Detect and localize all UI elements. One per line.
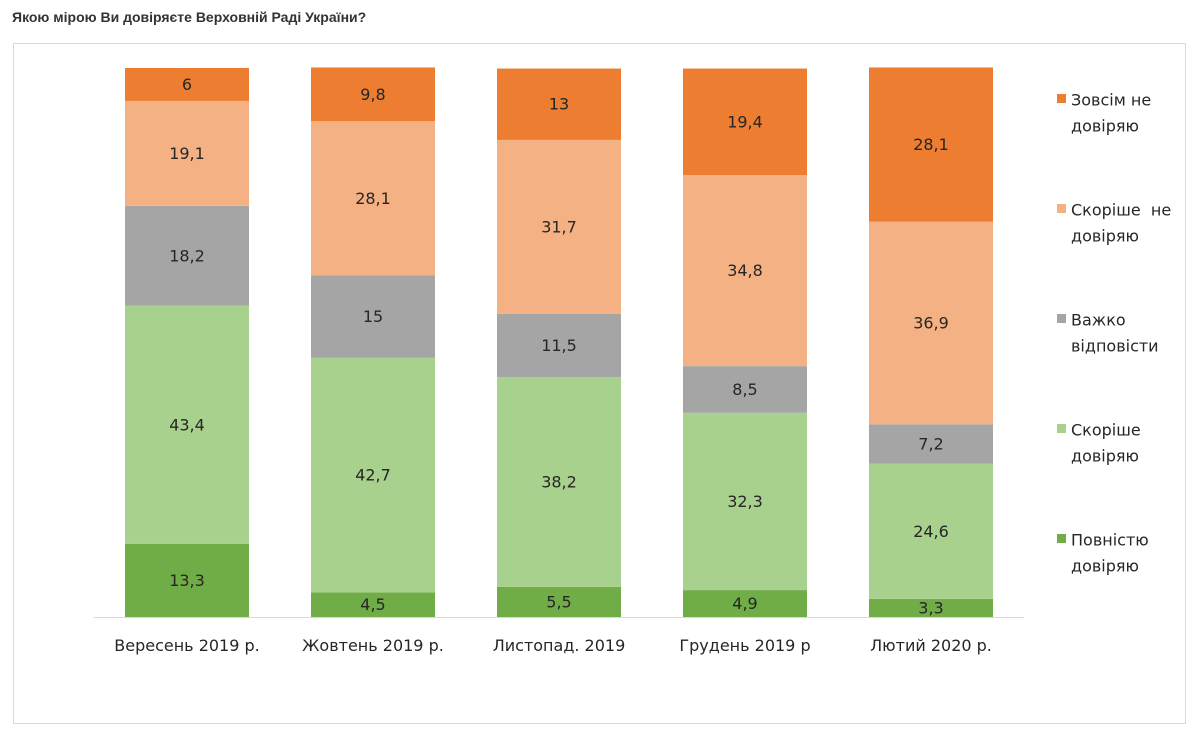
data-label: 13,3 bbox=[169, 571, 205, 590]
legend-swatch bbox=[1057, 204, 1066, 213]
category-label: Листопад. 2019 bbox=[493, 636, 626, 655]
legend-label: довіряю bbox=[1071, 117, 1139, 136]
data-label: 43,4 bbox=[169, 415, 205, 434]
bar-segment bbox=[311, 357, 435, 593]
data-label: 11,5 bbox=[541, 336, 577, 355]
bar-segment bbox=[311, 121, 435, 276]
data-label: 4,9 bbox=[732, 594, 757, 613]
legend-swatch bbox=[1057, 534, 1066, 543]
bar-segment bbox=[497, 586, 621, 617]
bar-segment bbox=[311, 592, 435, 617]
legend-label: Зовсім не bbox=[1071, 91, 1151, 110]
bar-segment bbox=[869, 67, 993, 222]
bar-segment bbox=[683, 412, 807, 591]
data-label: 28,1 bbox=[913, 135, 949, 154]
bar-segment bbox=[869, 598, 993, 617]
bar-segment bbox=[125, 305, 249, 544]
chart-title: Якою мірою Ви довіряєте Верховній Раді У… bbox=[12, 9, 367, 25]
bar-segment bbox=[683, 366, 807, 413]
category-label: Лютий 2020 р. bbox=[870, 636, 992, 655]
bar-segment bbox=[125, 205, 249, 306]
data-label: 6 bbox=[182, 75, 192, 94]
bar-segment bbox=[125, 68, 249, 101]
legend-label: Повністю bbox=[1071, 531, 1149, 550]
data-label: 4,5 bbox=[360, 595, 385, 614]
bar-segment bbox=[683, 590, 807, 617]
data-label: 34,8 bbox=[727, 261, 763, 280]
data-label: 31,7 bbox=[541, 217, 577, 236]
bar-segment bbox=[125, 100, 249, 206]
data-label: 19,4 bbox=[727, 112, 763, 131]
legend-label: відповісти bbox=[1071, 337, 1159, 356]
bar-segment bbox=[869, 221, 993, 425]
data-label: 28,1 bbox=[355, 189, 391, 208]
data-label: 9,8 bbox=[360, 85, 385, 104]
data-label: 32,3 bbox=[727, 492, 763, 511]
bar-segment bbox=[683, 175, 807, 367]
legend-label: Скоріше bbox=[1071, 421, 1141, 440]
legend-label: довіряю bbox=[1071, 447, 1139, 466]
data-label: 5,5 bbox=[546, 592, 571, 611]
bar-segment bbox=[311, 275, 435, 358]
legend-label: довіряю bbox=[1071, 227, 1139, 246]
legend-label: Скоріше не bbox=[1071, 201, 1171, 220]
bar-segment bbox=[311, 67, 435, 122]
bar-segment bbox=[497, 139, 621, 314]
bar-segment bbox=[497, 377, 621, 587]
bar-segment bbox=[497, 68, 621, 140]
bar-segment bbox=[683, 68, 807, 176]
data-label: 36,9 bbox=[913, 314, 949, 333]
bar-segment bbox=[869, 424, 993, 464]
legend-label: довіряю bbox=[1071, 557, 1139, 576]
legend-label: Важко bbox=[1071, 311, 1126, 330]
category-label: Жовтень 2019 р. bbox=[302, 636, 444, 655]
bar-segment bbox=[869, 463, 993, 599]
data-label: 42,7 bbox=[355, 466, 391, 485]
data-label: 8,5 bbox=[732, 380, 757, 399]
data-label: 15 bbox=[363, 307, 383, 326]
data-label: 18,2 bbox=[169, 246, 205, 265]
data-label: 38,2 bbox=[541, 472, 577, 491]
bar-segment bbox=[125, 543, 249, 617]
category-label: Вересень 2019 р. bbox=[114, 636, 259, 655]
data-label: 13 bbox=[549, 95, 569, 114]
data-label: 19,1 bbox=[169, 144, 205, 163]
bar-segment bbox=[497, 313, 621, 378]
legend-swatch bbox=[1057, 94, 1066, 103]
legend-swatch bbox=[1057, 424, 1066, 433]
legend-swatch bbox=[1057, 314, 1066, 323]
data-label: 3,3 bbox=[918, 598, 943, 617]
category-label: Грудень 2019 р bbox=[679, 636, 810, 655]
data-label: 7,2 bbox=[918, 435, 943, 454]
data-label: 24,6 bbox=[913, 522, 949, 541]
